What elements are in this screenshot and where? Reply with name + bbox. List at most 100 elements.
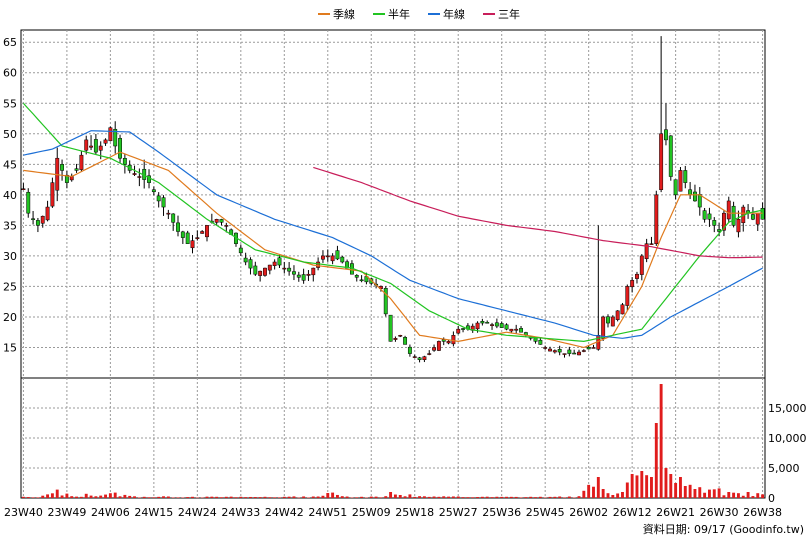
volume-bar-125 — [625, 482, 629, 498]
candle-body-67 — [345, 261, 350, 269]
candle-body-148 — [736, 219, 741, 233]
volume-bar-95 — [480, 496, 484, 498]
volume-bar-41 — [220, 497, 223, 498]
volume-bar-23 — [133, 496, 136, 498]
candle-body-75 — [383, 288, 388, 315]
volume-bar-57 — [297, 497, 301, 499]
candle-body-88 — [446, 341, 451, 344]
candle-body-65 — [335, 250, 340, 260]
volume-bar-2 — [31, 497, 35, 498]
legend-label-1: 半年 — [388, 7, 410, 21]
price-tick-6: 45 — [3, 158, 17, 171]
volume-bar-56 — [292, 496, 296, 498]
candle-body-127 — [635, 273, 639, 279]
candle-body-62 — [321, 255, 325, 260]
candle-body-23 — [132, 173, 137, 175]
moving-average-lines — [22, 102, 763, 349]
candle-body-113 — [567, 349, 572, 354]
candle-body-128 — [639, 255, 644, 275]
candle-body-108 — [543, 347, 548, 349]
candle-body-77 — [393, 338, 398, 340]
volume-bar-12 — [79, 496, 83, 498]
volume-bar-62 — [321, 495, 325, 498]
candle-body-53 — [277, 257, 282, 266]
candle-body-87 — [441, 339, 446, 342]
volume-bar-147 — [732, 492, 736, 498]
candle-body-82 — [417, 357, 422, 360]
volume-bar-33 — [181, 497, 185, 498]
candle-body-11 — [74, 168, 79, 171]
candle-body-29 — [161, 197, 166, 208]
volume-bar-64 — [331, 492, 335, 498]
volume-bar-51 — [268, 497, 272, 498]
candle-body-48 — [253, 265, 258, 275]
volume-bar-75 — [384, 496, 388, 498]
volume-bar-87 — [442, 496, 446, 498]
candle-body-79 — [403, 337, 408, 345]
volume-bar-79 — [403, 496, 407, 498]
volume-bar-19 — [113, 492, 117, 498]
volume-panel: 0 5,000 10,000 15,000 — [20, 377, 807, 505]
candle-body-24 — [137, 176, 142, 178]
volume-bar-59 — [307, 497, 310, 499]
volume-bar-146 — [727, 492, 731, 498]
volume-bar-100 — [505, 496, 508, 498]
volume-bar-94 — [476, 497, 479, 498]
volume-bar-83 — [422, 496, 426, 498]
volume-bar-131 — [654, 423, 658, 498]
volume-bar-140 — [698, 487, 702, 498]
candle-body-146 — [726, 200, 731, 220]
price-grid — [21, 30, 765, 378]
x-tick-15: 26W21 — [656, 506, 695, 519]
candle-body-55 — [287, 267, 292, 272]
volume-bar-149 — [741, 495, 745, 498]
volume-bar-45 — [239, 496, 243, 498]
price-axis: 15 20 25 30 35 40 45 50 55 60 65 — [3, 36, 17, 354]
volume-bar-46 — [244, 497, 248, 498]
x-tick-6: 24W42 — [265, 506, 304, 519]
volume-bar-120 — [601, 489, 605, 498]
candle-body-2 — [31, 218, 36, 220]
volume-bar-84 — [427, 496, 431, 498]
volume-bar-25 — [142, 496, 146, 498]
candle-body-125 — [625, 286, 630, 306]
volume-bar-69 — [355, 497, 359, 498]
candle-body-107 — [538, 339, 543, 345]
volume-bar-106 — [534, 497, 537, 498]
x-tick-3: 24W15 — [134, 506, 173, 519]
volume-bar-132 — [659, 384, 663, 498]
volume-bar-126 — [630, 474, 634, 498]
x-tick-12: 25W45 — [526, 506, 565, 519]
candle-body-140 — [697, 194, 702, 208]
price-tick-4: 35 — [3, 219, 17, 232]
candle-body-124 — [620, 304, 625, 315]
volume-bar-58 — [302, 496, 306, 498]
price-tick-3: 30 — [3, 250, 17, 263]
volume-bar-52 — [273, 497, 277, 498]
candle-body-103 — [519, 328, 523, 333]
candle-body-120 — [601, 316, 606, 339]
volume-bar-76 — [389, 492, 393, 498]
candle-body-0 — [21, 188, 26, 190]
candle-body-36 — [195, 237, 200, 239]
volume-bar-35 — [191, 496, 194, 498]
volume-bar-123 — [616, 493, 620, 498]
volume-bar-136 — [679, 477, 682, 498]
volume-bar-29 — [162, 496, 165, 498]
candle-body-90 — [456, 328, 461, 334]
volume-bar-74 — [379, 497, 383, 498]
legend: 季線 半年 年線 三年 — [318, 7, 520, 21]
volume-bar-145 — [722, 495, 726, 498]
price-tick-10: 65 — [3, 36, 17, 49]
candle-body-81 — [412, 356, 417, 358]
volume-bar-90 — [456, 496, 460, 498]
candle-body-134 — [668, 135, 673, 177]
volume-bar-124 — [621, 492, 624, 498]
volume-bar-40 — [215, 496, 219, 498]
volume-bar-61 — [316, 496, 320, 498]
volume-bar-4 — [41, 495, 45, 498]
volume-bar-151 — [751, 496, 755, 498]
x-tick-16: 26W30 — [700, 506, 739, 519]
volume-tick-2: 10,000 — [768, 432, 807, 445]
